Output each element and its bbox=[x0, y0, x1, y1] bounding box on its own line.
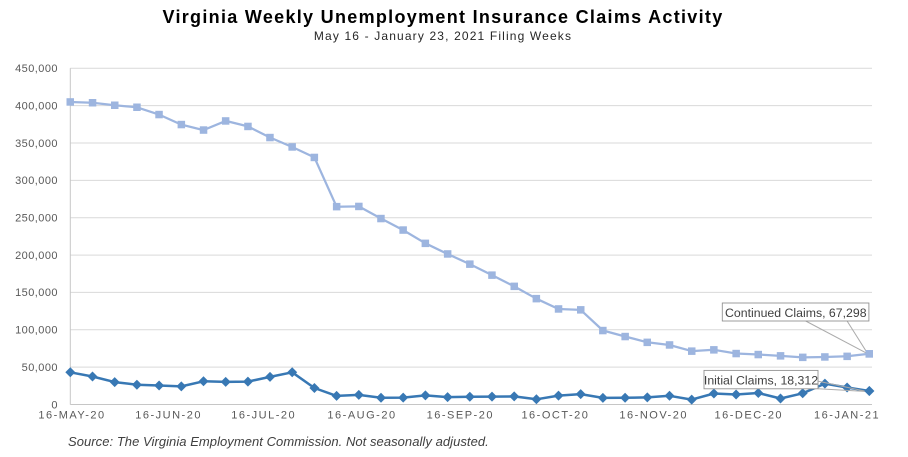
svg-text:Continued Claims, 67,298: Continued Claims, 67,298 bbox=[725, 306, 867, 320]
svg-text:350,000: 350,000 bbox=[15, 138, 58, 150]
svg-text:Initial Claims, 18,312: Initial Claims, 18,312 bbox=[704, 373, 818, 387]
svg-text:16-DEC-20: 16-DEC-20 bbox=[715, 410, 784, 422]
svg-text:400,000: 400,000 bbox=[15, 100, 58, 112]
svg-text:0: 0 bbox=[51, 399, 58, 411]
svg-text:50,000: 50,000 bbox=[22, 362, 58, 374]
svg-text:16-JAN-21: 16-JAN-21 bbox=[814, 410, 880, 422]
svg-text:450,000: 450,000 bbox=[15, 63, 58, 75]
svg-text:16-JUL-20: 16-JUL-20 bbox=[231, 410, 296, 422]
svg-text:300,000: 300,000 bbox=[15, 175, 58, 187]
svg-text:16-OCT-20: 16-OCT-20 bbox=[521, 410, 589, 422]
svg-text:16-AUG-20: 16-AUG-20 bbox=[327, 410, 396, 422]
svg-text:150,000: 150,000 bbox=[15, 287, 58, 299]
svg-text:200,000: 200,000 bbox=[15, 250, 58, 262]
svg-text:16-SEP-20: 16-SEP-20 bbox=[427, 410, 494, 422]
svg-text:16-JUN-20: 16-JUN-20 bbox=[135, 410, 202, 422]
svg-text:100,000: 100,000 bbox=[15, 325, 58, 337]
svg-text:16-NOV-20: 16-NOV-20 bbox=[619, 410, 688, 422]
svg-text:16-MAY-20: 16-MAY-20 bbox=[38, 410, 105, 422]
svg-text:250,000: 250,000 bbox=[15, 213, 58, 225]
